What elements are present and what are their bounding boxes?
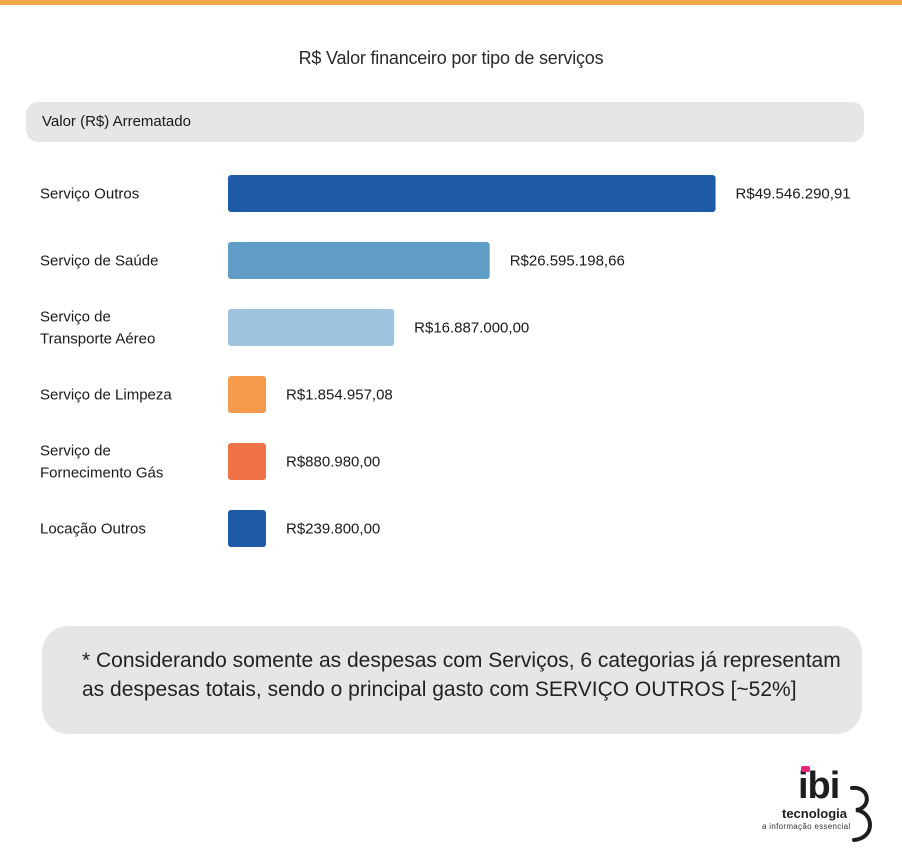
category-label-1: Serviço Outros bbox=[40, 186, 139, 203]
ibi-logo: ibi tecnologia a informação essencial bbox=[752, 764, 882, 844]
bar-4 bbox=[228, 376, 266, 413]
logo-subtitle: tecnologia bbox=[782, 806, 848, 821]
bar-5 bbox=[228, 443, 266, 480]
bar-chart: R$49.546.290,91 Serviço Outros R$26.595.19… bbox=[40, 175, 851, 547]
category-label-6: Locação Outros bbox=[40, 521, 146, 538]
value-label-6: R$239.800,00 bbox=[286, 521, 380, 538]
category-label-line: Serviço Outros bbox=[40, 186, 139, 203]
category-label-line: Transporte Aéreo bbox=[40, 331, 155, 348]
top-accent-rule bbox=[0, 0, 902, 5]
category-label-4: Serviço de Limpeza bbox=[40, 387, 172, 404]
category-label-5: Serviço de Fornecimento Gás bbox=[40, 443, 163, 482]
bar-6 bbox=[228, 510, 266, 547]
note-box: * Considerando somente as despesas com S… bbox=[42, 626, 862, 734]
value-header-label: Valor (R$) Arrematado bbox=[42, 113, 191, 130]
value-header-band: Valor (R$) Arrematado bbox=[26, 102, 864, 142]
logo-tagline: a informação essencial bbox=[762, 822, 851, 831]
logo-accent-dot bbox=[801, 766, 810, 772]
bar-2 bbox=[228, 242, 490, 279]
bars-group: R$49.546.290,91 Serviço Outros R$26.595.19… bbox=[40, 175, 851, 547]
category-label-line: Serviço de bbox=[40, 309, 111, 326]
bar-3 bbox=[228, 309, 395, 346]
logo-curve-mark bbox=[850, 785, 872, 842]
note-text: * Considerando somente as despesas com S… bbox=[82, 649, 841, 701]
category-label-2: Serviço de Saúde bbox=[40, 253, 158, 270]
category-label-line: Fornecimento Gás bbox=[40, 465, 163, 482]
category-label-line: Serviço de bbox=[40, 443, 111, 460]
category-label-line: Serviço de Saúde bbox=[40, 253, 158, 270]
logo-wordmark: ibi bbox=[798, 765, 840, 807]
chart-title: R$ Valor financeiro por tipo de serviços bbox=[298, 48, 604, 68]
category-label-3: Serviço de Transporte Aéreo bbox=[40, 309, 155, 348]
value-label-2: R$26.595.198,66 bbox=[510, 253, 625, 270]
bar-1 bbox=[228, 175, 716, 212]
category-label-line: Serviço de Limpeza bbox=[40, 387, 172, 404]
value-label-5: R$880.980,00 bbox=[286, 454, 380, 471]
value-label-3: R$16.887.000,00 bbox=[414, 320, 529, 337]
value-label-1: R$49.546.290,91 bbox=[736, 186, 851, 203]
category-label-line: Locação Outros bbox=[40, 521, 146, 538]
value-label-4: R$1.854.957,08 bbox=[286, 387, 393, 404]
